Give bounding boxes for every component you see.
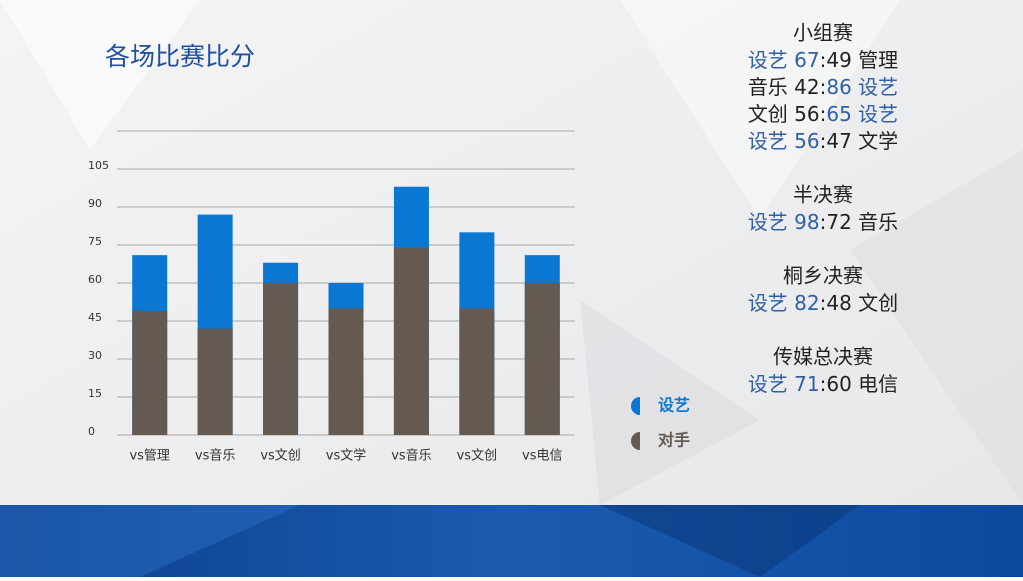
y-tick-label: 105 (88, 159, 109, 172)
score-part: :72 音乐 (820, 210, 899, 234)
score-line: 音乐 42:86 设艺 (748, 75, 898, 99)
score-part: 音乐 42: (748, 75, 827, 99)
score-part: 设艺 71 (748, 372, 820, 396)
decor (850, 150, 1023, 505)
score-line: 设艺 67:49 管理 (748, 48, 898, 72)
score-part: :49 管理 (820, 48, 899, 72)
y-tick-label: 0 (88, 425, 95, 438)
score-line: 设艺 71:60 电信 (748, 372, 898, 396)
stage-title: 传媒总决赛 (773, 345, 873, 369)
bar (459, 308, 495, 435)
score-part: 设艺 56 (748, 129, 820, 153)
x-tick-label: vs文创 (457, 449, 497, 464)
x-tick-label: vs文创 (260, 449, 300, 464)
y-tick-label: 45 (88, 311, 102, 324)
decor (620, 0, 900, 220)
decor (600, 505, 860, 577)
score-part: 设艺 67 (748, 48, 820, 72)
score-part: :60 电信 (820, 372, 899, 396)
score-part: :47 文学 (820, 129, 899, 153)
decor (0, 505, 300, 577)
bar (328, 308, 364, 435)
bar (263, 283, 299, 435)
bar (197, 328, 233, 435)
score-line: 设艺 82:48 文创 (748, 291, 898, 315)
y-tick-label: 75 (88, 235, 102, 248)
y-tick-label: 90 (88, 197, 102, 210)
x-tick-label: vs管理 (129, 449, 169, 464)
bar (393, 247, 429, 435)
score-part: 65 设艺 (826, 102, 898, 126)
legend-label: 对手 (658, 431, 690, 450)
score-part: 设艺 82 (748, 291, 820, 315)
stage-title: 小组赛 (793, 21, 853, 45)
slide-title: 各场比赛比分 (105, 42, 255, 71)
stage-title: 桐乡决赛 (783, 264, 863, 288)
score-part: 设艺 98 (748, 210, 820, 234)
score-part: :48 文创 (820, 291, 899, 315)
x-tick-label: vs音乐 (195, 448, 235, 464)
legend-label: 设艺 (658, 396, 690, 415)
x-tick-label: vs音乐 (391, 448, 431, 464)
y-tick-label: 15 (88, 387, 102, 400)
score-part: 文创 56: (748, 102, 827, 126)
decor (580, 300, 760, 505)
score-line: 设艺 56:47 文学 (748, 129, 898, 153)
y-tick-label: 30 (88, 349, 102, 362)
score-line: 设艺 98:72 音乐 (748, 210, 898, 234)
x-tick-label: vs电信 (522, 449, 562, 464)
legend-swatch (631, 432, 640, 450)
score-line: 文创 56:65 设艺 (748, 102, 898, 126)
score-part: 86 设艺 (826, 75, 898, 99)
y-tick-label: 60 (88, 273, 102, 286)
decor (0, 0, 200, 150)
bar (524, 283, 560, 435)
stage-title: 半决赛 (793, 183, 853, 207)
legend-swatch (631, 397, 640, 415)
bar (132, 310, 168, 435)
x-tick-label: vs文学 (326, 448, 366, 464)
